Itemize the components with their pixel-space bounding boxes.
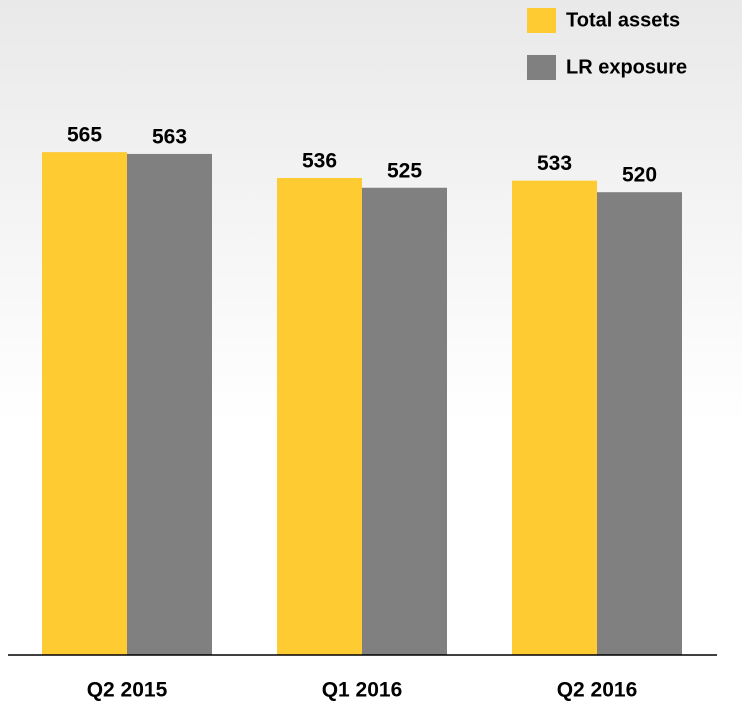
bar [127, 153, 212, 655]
value-label: 533 [537, 152, 572, 175]
value-label: 563 [152, 125, 187, 148]
x-tick-label: Q2 2016 [557, 679, 638, 702]
value-label: 565 [67, 124, 102, 147]
legend-swatch [527, 55, 556, 80]
value-label: 520 [622, 164, 657, 187]
bar [512, 180, 597, 655]
bar [597, 192, 682, 655]
x-tick-label: Q1 2016 [322, 679, 403, 702]
x-tick-label: Q2 2015 [87, 679, 168, 702]
value-label: 536 [302, 150, 337, 173]
value-label: 525 [387, 159, 422, 182]
bar [42, 152, 127, 655]
legend-swatch [527, 8, 556, 33]
legend-label: Total assets [566, 9, 680, 31]
bar [362, 187, 447, 655]
legend-label: LR exposure [566, 56, 687, 78]
bar [277, 177, 362, 655]
